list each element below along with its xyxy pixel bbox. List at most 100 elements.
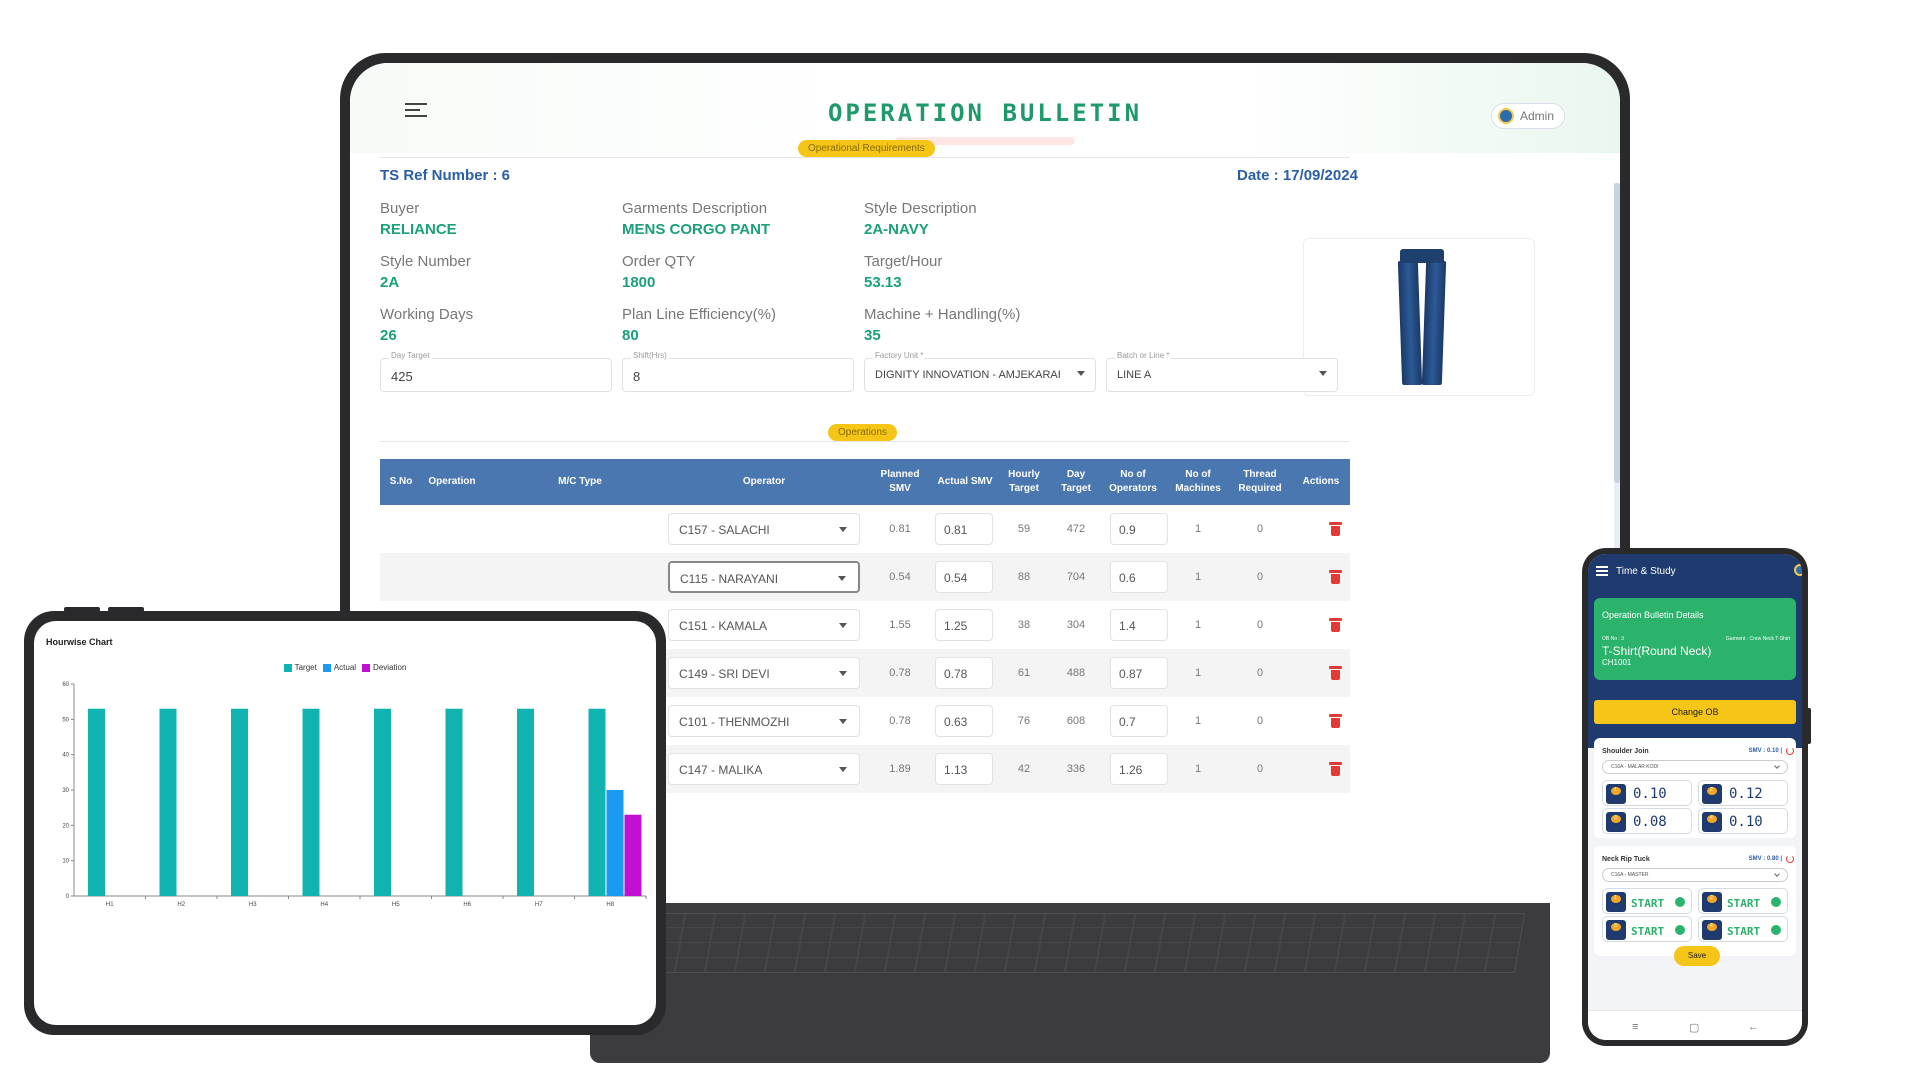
scrollbar-thumb[interactable] [1614,183,1620,483]
chevron-down-icon [838,576,846,581]
chevron-down-icon [1774,763,1780,769]
chevron-down-icon [839,623,847,628]
user-avatar-icon [1497,108,1514,124]
no-operators-input[interactable]: 0.9 [1110,513,1168,545]
th-operator: Operator [742,476,786,487]
delete-icon[interactable] [1329,714,1342,728]
tablet-device: Hourwise Chart Target Actual Deviation 0… [24,607,666,1035]
order-qty-value: 1800 [622,274,656,291]
legend-target-label: Target [294,663,317,672]
operator-select[interactable]: C157 - SALACHI [668,513,860,545]
menu-icon[interactable] [1596,566,1608,576]
refresh-icon[interactable] [1786,747,1794,755]
timer-tile[interactable]: 2 0.12 [1698,780,1788,806]
legend-item-target[interactable]: Target [283,663,317,672]
actual-smv-input[interactable]: 0.78 [935,657,993,689]
y-tick-label: 10 [62,859,69,865]
timer-tile[interactable]: 1 0.10 [1602,780,1692,806]
batch-line-label: Batch or Line * [1115,351,1172,360]
machine-handling-label: Machine + Handling(%) [864,306,1021,323]
tile-number: 4 [1710,923,1713,929]
actual-smv-input[interactable]: 0.54 [935,561,993,593]
day-target-field[interactable]: Day Target 425 [380,351,612,392]
shift-hours-field[interactable]: Shift(Hrs) 8 [622,351,854,392]
hourly-target-cell: 61 [1017,667,1031,679]
delete-icon[interactable] [1329,618,1342,632]
delete-icon[interactable] [1329,570,1342,584]
timer-tile[interactable]: 4 0.10 [1698,808,1788,834]
timer-tile[interactable]: 3 0.08 [1602,808,1692,834]
laptop-screen: OPERATION BULLETIN Admin Operational Req… [350,63,1620,903]
delete-icon[interactable] [1329,522,1342,536]
thread-cell: 0 [1256,763,1264,775]
operator-select[interactable]: C151 - KAMALA [668,609,860,641]
android-nav-bar: ≡ ▢ ← [1588,1010,1802,1040]
operator-select[interactable]: C101 - THENMOZHI [668,705,860,737]
day-target-cell: 704 [1066,571,1086,583]
stopwatch-icon: 1 [1606,784,1626,804]
delete-icon[interactable] [1329,762,1342,776]
table-row: C157 - SALACHI 0.81 0.81 59 472 0.9 1 0 [380,505,1350,553]
phone-title: Time & Study [1616,566,1676,577]
scrollbar-track[interactable] [1614,183,1620,903]
stopwatch-icon: 2 [1702,784,1722,804]
stopwatch-icon: 3 [1606,920,1626,940]
no-operators-input[interactable]: 1.26 [1110,753,1168,785]
operator-value: C16A - MASTER [1611,872,1649,878]
planned-smv-cell: 0.81 [889,523,911,535]
no-operators-input[interactable]: 1.4 [1110,609,1168,641]
operator-select[interactable]: C149 - SRI DEVI [668,657,860,689]
user-avatar-icon[interactable] [1794,564,1802,576]
bar-target-h4 [302,708,320,896]
shift-field-label: Shift(Hrs) [631,351,669,360]
tile-number: 2 [1710,895,1713,901]
section-requirements-pill: Operational Requirements [798,140,935,157]
delete-icon[interactable] [1329,666,1342,680]
stopwatch-icon: 4 [1702,920,1722,940]
bar-actual-h8 [606,790,624,896]
x-tick-label: H3 [249,902,257,908]
style-desc-value: 2A-NAVY [864,221,929,238]
stopwatch-icon: 4 [1702,812,1722,832]
x-tick-label: H7 [535,902,543,908]
factory-unit-select[interactable]: Factory Unit * DIGNITY INNOVATION - AMJE… [864,351,1096,392]
legend-item-actual[interactable]: Actual [322,663,356,672]
operator-select[interactable]: C115 - NARAYANI [668,561,860,593]
menu-icon[interactable] [405,103,427,119]
actual-smv-input[interactable]: 1.13 [935,753,993,785]
bar-target-h6 [445,708,463,896]
batch-line-select[interactable]: Batch or Line * LINE A [1106,351,1338,392]
no-operators-input[interactable]: 0.7 [1110,705,1168,737]
actual-smv-input[interactable]: 0.63 [935,705,993,737]
actual-smv-input[interactable]: 1.25 [935,609,993,641]
nav-back-icon[interactable]: ← [1748,1021,1759,1033]
no-operators-input[interactable]: 0.87 [1110,657,1168,689]
no-machines-cell: 1 [1194,667,1202,679]
start-timer-button[interactable]: 1 START [1602,888,1692,914]
th-operation: Operation [428,476,476,487]
operator-select[interactable]: C16A - MALAR KODI [1602,760,1788,774]
buyer-label: Buyer [380,200,420,217]
start-timer-button[interactable]: 4 START [1698,916,1788,942]
actual-smv-input[interactable]: 0.81 [935,513,993,545]
save-button[interactable]: Save [1674,946,1720,966]
no-machines-cell: 1 [1194,715,1202,727]
start-label: START [1727,925,1761,938]
no-operators-input[interactable]: 0.6 [1110,561,1168,593]
working-days-label: Working Days [380,306,474,323]
admin-profile-button[interactable]: Admin [1490,103,1565,129]
timer-value: 0.10 [1729,814,1763,830]
x-tick-label: H1 [106,902,114,908]
operator-value: C147 - MALIKA [679,763,763,777]
refresh-icon[interactable] [1786,855,1794,863]
change-ob-button[interactable]: Change OB [1594,700,1796,724]
table-row: C151 - KAMALA 1.55 1.25 38 304 1.4 1 0 [380,601,1350,649]
nav-menu-icon[interactable]: ≡ [1632,1021,1639,1033]
legend-item-deviation[interactable]: Deviation [362,663,406,672]
operator-select[interactable]: C16A - MASTER [1602,868,1788,882]
start-timer-button[interactable]: 2 START [1698,888,1788,914]
nav-home-icon[interactable]: ▢ [1689,1022,1700,1034]
operator-select[interactable]: C147 - MALIKA [668,753,860,785]
bar-target-h8 [588,708,606,896]
start-timer-button[interactable]: 3 START [1602,916,1692,942]
